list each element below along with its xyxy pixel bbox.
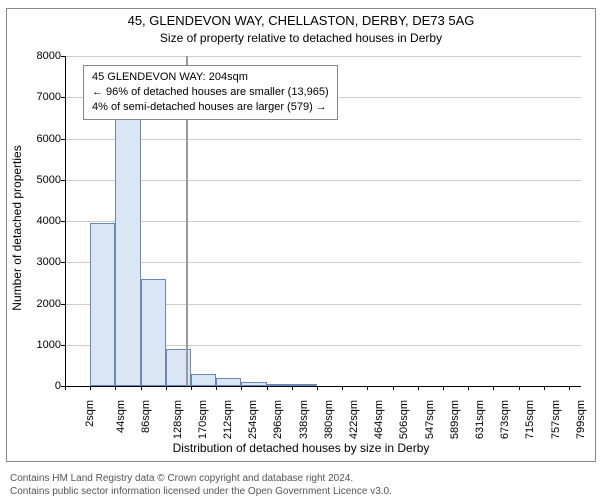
histogram-bar <box>216 378 241 386</box>
x-axis-label: Distribution of detached houses by size … <box>7 441 595 455</box>
y-tick-label: 2000 <box>21 298 61 310</box>
x-tick-label: 422sqm <box>348 400 360 439</box>
chart-title-line1: 45, GLENDEVON WAY, CHELLASTON, DERBY, DE… <box>7 13 595 28</box>
gridline-h <box>65 56 581 57</box>
x-axis-line <box>65 386 581 387</box>
x-tick-label: 380sqm <box>323 400 335 439</box>
gridline-h <box>65 262 581 263</box>
histogram-bar <box>191 374 216 386</box>
x-tick-label: 44sqm <box>115 400 127 433</box>
y-tick-label: 8000 <box>21 50 61 62</box>
y-tick-label: 4000 <box>21 215 61 227</box>
gridline-h <box>65 139 581 140</box>
x-tick-label: 212sqm <box>222 400 234 439</box>
x-tick-label: 547sqm <box>424 400 436 439</box>
x-tick-label: 715sqm <box>525 400 537 439</box>
x-tick-label: 170sqm <box>197 400 209 439</box>
y-tick-label: 5000 <box>21 174 61 186</box>
x-tick-label: 757sqm <box>550 400 562 439</box>
x-tick-label: 296sqm <box>273 400 285 439</box>
y-tick-label: 0 <box>21 380 61 392</box>
x-tick-label: 254sqm <box>247 400 259 439</box>
x-tick-label: 338sqm <box>298 400 310 439</box>
x-tick-label: 799sqm <box>575 400 587 439</box>
info-line1: 45 GLENDEVON WAY: 204sqm <box>92 70 329 85</box>
histogram-bar <box>90 223 115 386</box>
x-tick-label: 464sqm <box>373 400 385 439</box>
x-tick-label: 673sqm <box>499 400 511 439</box>
y-tick-label: 7000 <box>21 91 61 103</box>
y-tick-label: 1000 <box>21 339 61 351</box>
y-tick-label: 3000 <box>21 256 61 268</box>
y-axis-label: Number of detached properties <box>10 63 24 228</box>
chart-title-line2: Size of property relative to detached ho… <box>7 31 595 45</box>
y-tick-label: 6000 <box>21 133 61 145</box>
footer-line2: Contains public sector information licen… <box>10 485 392 498</box>
x-tick-label: 506sqm <box>399 400 411 439</box>
histogram-bar <box>115 110 140 386</box>
info-line2: ← 96% of detached houses are smaller (13… <box>92 85 329 100</box>
histogram-bar <box>141 279 166 386</box>
x-tick-label: 589sqm <box>449 400 461 439</box>
info-line3: 4% of semi-detached houses are larger (5… <box>92 100 329 115</box>
footer-line1: Contains HM Land Registry data © Crown c… <box>10 472 392 485</box>
info-box: 45 GLENDEVON WAY: 204sqm ← 96% of detach… <box>83 65 338 120</box>
x-tick-label: 2sqm <box>84 400 96 427</box>
y-axis-line <box>65 56 66 386</box>
gridline-h <box>65 180 581 181</box>
chart-container: 45, GLENDEVON WAY, CHELLASTON, DERBY, DE… <box>6 8 596 462</box>
x-tick-label: 631sqm <box>474 400 486 439</box>
footer: Contains HM Land Registry data © Crown c… <box>10 472 392 498</box>
x-tick-label: 86sqm <box>140 400 152 433</box>
gridline-h <box>65 221 581 222</box>
x-tick-label: 128sqm <box>172 400 184 439</box>
